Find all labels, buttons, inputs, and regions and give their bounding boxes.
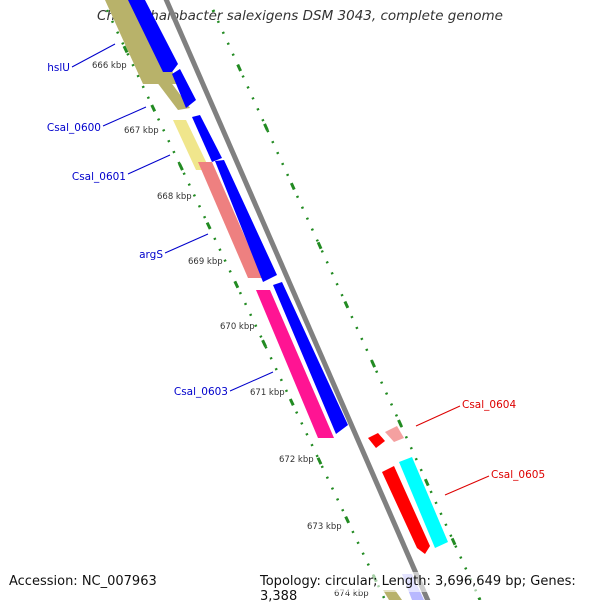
scale-label-666: 666 kbp	[92, 61, 127, 71]
argS-leader	[164, 233, 209, 254]
scale-label-672: 672 kbp	[279, 455, 314, 465]
Csal_0605-feature	[399, 457, 448, 548]
hslU-cds-arrow	[128, 0, 178, 72]
scale-label-671: 671 kbp	[250, 388, 285, 398]
bottom-olive-feature	[383, 590, 402, 600]
map-title: Chromohalobacter salexigens DSM 3043, co…	[97, 8, 503, 24]
Csal_0603-feature	[256, 290, 334, 438]
footer-backdrop	[255, 572, 595, 592]
Csal_0601-leader	[127, 154, 171, 175]
Csal_0600-leader	[102, 106, 147, 127]
gene-label-Csal_0604: Csal_0604	[462, 399, 516, 411]
scale-label-667: 667 kbp	[124, 126, 159, 136]
argS-feature	[198, 162, 263, 278]
Csal_0605-cds-arrow	[382, 466, 430, 554]
hslU-leader	[71, 43, 116, 68]
gene-label-Csal_0601: Csal_0601	[72, 171, 126, 183]
Csal_0603-cds-arrow	[273, 282, 348, 434]
argS-cds-arrow	[215, 160, 277, 282]
scale-label-670: 670 kbp	[220, 322, 255, 332]
gene-label-argS: argS	[139, 249, 163, 261]
Csal_0604-feature	[385, 426, 404, 442]
gene-label-Csal_0605: Csal_0605	[491, 469, 545, 481]
gene-label-Csal_0603: Csal_0603	[174, 386, 228, 398]
Csal_0603-leader	[229, 371, 274, 392]
Csal_0600-cds-arrow	[172, 69, 196, 108]
scale-label-674: 674 kbp	[334, 589, 369, 599]
genome-backbone	[163, 0, 431, 600]
scale-label-673: 673 kbp	[307, 522, 342, 532]
scale-label-668: 668 kbp	[157, 192, 192, 202]
left-major-tick-line	[105, 9, 387, 600]
gene-label-Csal_0600: Csal_0600	[47, 122, 101, 134]
Csal_0601-cds-arrow	[192, 115, 222, 162]
gene-label-hslU: hslU	[47, 62, 70, 74]
Csal_0605-leader	[444, 475, 490, 496]
scale-label-669: 669 kbp	[188, 257, 223, 267]
Csal_0604-leader	[415, 405, 461, 427]
Csal_0604-cds-arrow	[368, 433, 385, 448]
Csal_0601-feature	[173, 120, 210, 170]
Csal_0600-feature	[150, 73, 190, 110]
accession-text: Accession: NC_007963	[9, 574, 157, 589]
right-major-tick-line	[211, 9, 482, 600]
